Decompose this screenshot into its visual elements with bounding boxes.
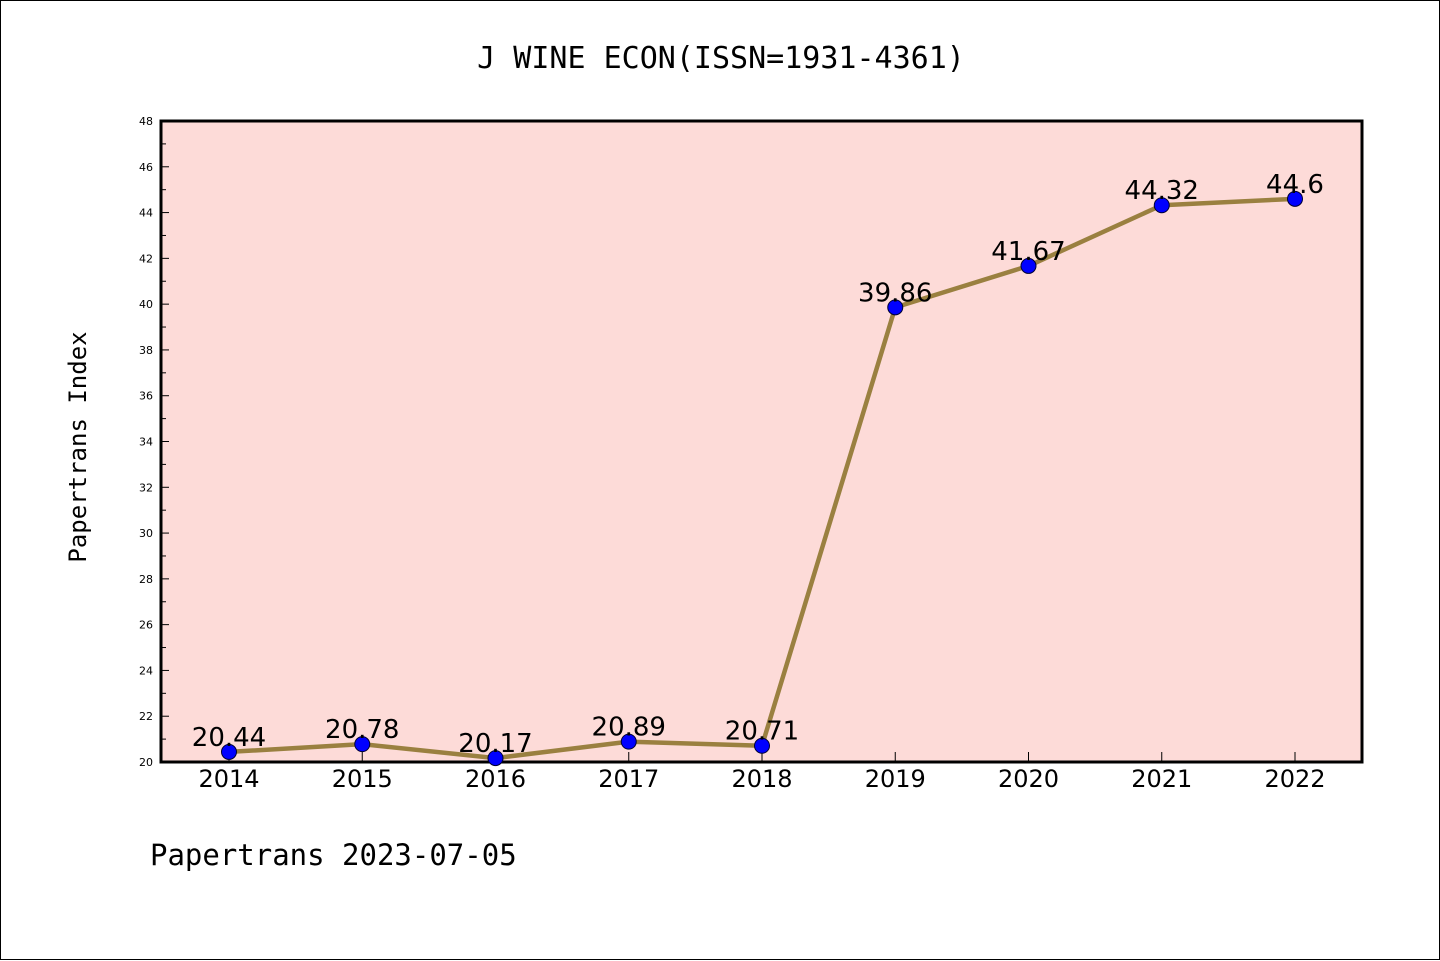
y-axis-ticks: 20 22 24 26 28 30 32 34 36 38 40 42 44 46 48: [139, 115, 169, 769]
data-point-label: 20.44: [192, 723, 266, 753]
x-tick-label: 2019: [865, 765, 926, 793]
data-point-marker: [354, 736, 371, 753]
x-axis-ticks: 2014 2015 2016 2017 2018 2019 2020 2021 2022: [198, 752, 1326, 793]
data-point-label: 44.6: [1266, 170, 1324, 200]
x-tick-label: 2022: [1264, 765, 1325, 793]
x-tick-label: 2020: [998, 765, 1059, 793]
data-point-marker: [620, 733, 637, 750]
data-point-label: 20.89: [592, 713, 666, 743]
footer-date: Papertrans 2023-07-05: [150, 838, 517, 872]
x-tick-label: 2021: [1131, 765, 1192, 793]
data-point-marker: [887, 299, 904, 316]
y-tick-label: 28: [139, 573, 153, 586]
series-markers: [221, 190, 1303, 767]
data-point-marker: [1153, 197, 1170, 214]
data-point-label: 41.67: [991, 237, 1065, 267]
y-tick-label: 24: [139, 664, 153, 677]
y-tick-label: 48: [139, 115, 153, 128]
data-point-marker: [487, 750, 504, 767]
y-tick-label: 44: [139, 207, 153, 220]
data-point-marker: [1287, 190, 1303, 207]
x-tick-label: 2016: [465, 765, 526, 793]
y-tick-label: 22: [139, 710, 153, 723]
data-point-marker: [1020, 257, 1037, 274]
y-tick-label: 38: [139, 344, 153, 357]
y-tick-label: 42: [139, 252, 153, 265]
y-tick-label: 46: [139, 161, 153, 174]
y-tick-label: 30: [139, 527, 153, 540]
data-labels: 20.44 20.78 20.17 20.89 20.71 39.86 41.67 44.32…: [192, 170, 1324, 759]
y-tick-label: 20: [139, 756, 153, 769]
y-tick-label: 26: [139, 619, 153, 632]
x-tick-label: 2017: [598, 765, 659, 793]
y-tick-label: 36: [139, 390, 153, 403]
data-point-label: 44.32: [1125, 176, 1199, 206]
chart-title: J WINE ECON(ISSN=1931-4361): [477, 41, 965, 76]
data-point-label: 20.71: [725, 717, 799, 747]
x-tick-label: 2014: [198, 765, 259, 793]
x-tick-label: 2018: [731, 765, 792, 793]
y-tick-label: 40: [139, 298, 153, 311]
data-point-label: 39.86: [858, 278, 932, 308]
data-point-label: 20.78: [325, 715, 399, 745]
y-axis-label: Papertrans Index: [64, 331, 92, 562]
data-point-marker: [754, 737, 770, 754]
plot-area: [159, 119, 1364, 764]
y-tick-label: 34: [139, 436, 153, 449]
y-tick-label: 32: [139, 481, 153, 494]
x-tick-label: 2015: [332, 765, 393, 793]
data-point-marker: [221, 743, 237, 760]
data-point-label: 20.17: [458, 729, 532, 759]
